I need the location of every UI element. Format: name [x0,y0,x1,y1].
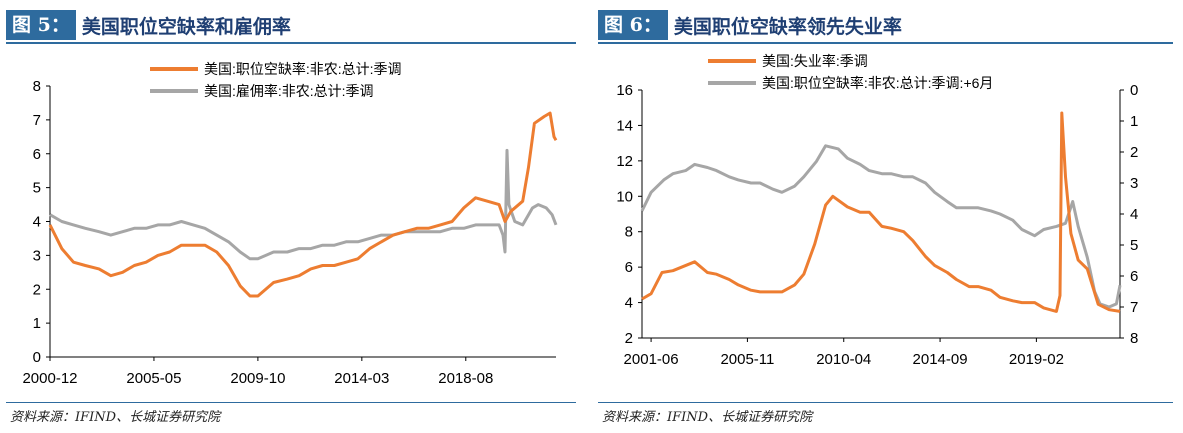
series-line-vacancy-rate-lead [640,144,1122,309]
figure-5-chart: 0 1 2 3 4 5 6 7 8 2000-12 2005-05 2009-10 2014-03 201… [22,61,558,387]
y-tick-label: 5 [33,180,41,197]
figure-6-title-row: 图 6： 美国职位空缺率领先失业率 [598,8,902,42]
y-right-tick-label: 2 [1130,144,1138,161]
figure-6-panel: 图 6： 美国职位空缺率领先失业率 2 4 6 8 10 12 14 16 0 1 2 3 4 5 6 7 8 2… [598,0,1178,433]
legend-label: 美国:职位空缺率:非农:总计:季调:+6月 [762,75,993,91]
x-tick-label: 2014-09 [913,351,968,368]
x-tick-label: 2001-06 [624,351,679,368]
y-right-tick-label: 7 [1130,299,1138,316]
series-line-vacancy-rate [48,111,558,298]
figure-5-tag: 图 5： [6,10,76,40]
y-left-tick-label: 12 [616,153,633,170]
figure-5-title-rule [6,42,576,44]
x-tick-label: 2014-03 [334,370,389,387]
y-tick-label: 4 [33,214,41,231]
legend-label: 美国:职位空缺率:非农:总计:季调 [204,61,402,77]
y-left-tick-label: 6 [625,259,633,276]
figure-5-title: 美国职位空缺率和雇佣率 [81,15,291,38]
y-tick-label: 0 [33,349,41,366]
y-right-tick-label: 3 [1130,175,1138,192]
legend-label: 美国:雇佣率:非农:总计:季调 [204,83,374,99]
figure-6-tag: 图 6： [598,10,668,40]
y-tick-label: 3 [33,247,41,264]
figure-5-title-row: 图 5： 美国职位空缺率和雇佣率 [6,8,291,42]
series-line-unemployment-rate [641,111,1121,313]
y-tick-label: 2 [33,281,41,298]
figure-6-source-rule [598,402,1173,403]
x-tick-label: 2018-08 [438,370,493,387]
series-line-hire-rate [49,148,558,261]
y-left-tick-label: 14 [616,117,633,134]
x-tick-label: 2019-02 [1009,351,1064,368]
x-tick-label: 2009-10 [230,370,285,387]
x-tick-label: 2005-11 [720,351,774,368]
x-tick-label: 2005-05 [126,370,181,387]
figure-6-title-rule [598,42,1173,44]
figure-5-panel: 图 5： 美国职位空缺率和雇佣率 0 1 2 3 4 5 6 7 8 2000-12 2005-05… [6,0,582,433]
y-right-tick-label: 1 [1130,113,1138,130]
y-tick-label: 8 [33,78,41,95]
figure-5-source: 资料来源：IFIND、长城证券研究院 [10,410,221,425]
y-right-tick-label: 0 [1130,82,1138,99]
x-tick-label: 2010-04 [816,351,871,368]
figure-6-title: 美国职位空缺率领先失业率 [673,15,902,38]
y-left-tick-label: 2 [625,330,633,347]
y-tick-label: 7 [33,112,41,129]
y-tick-label: 6 [33,146,41,163]
y-right-tick-label: 4 [1130,206,1138,223]
y-left-tick-label: 8 [625,224,633,241]
y-tick-label: 1 [33,315,41,332]
y-left-tick-label: 4 [625,295,633,312]
y-right-tick-label: 8 [1130,330,1138,347]
figure-5-source-rule [6,402,576,403]
figure-6-source: 资料来源：IFIND、长城证券研究院 [602,410,813,425]
y-left-tick-label: 16 [616,82,633,99]
legend-label: 美国:失业率:季调 [762,53,868,69]
y-right-tick-label: 6 [1130,268,1138,285]
y-right-tick-label: 5 [1130,237,1138,254]
y-left-tick-label: 10 [616,188,633,205]
x-tick-label: 2000-12 [22,370,77,387]
